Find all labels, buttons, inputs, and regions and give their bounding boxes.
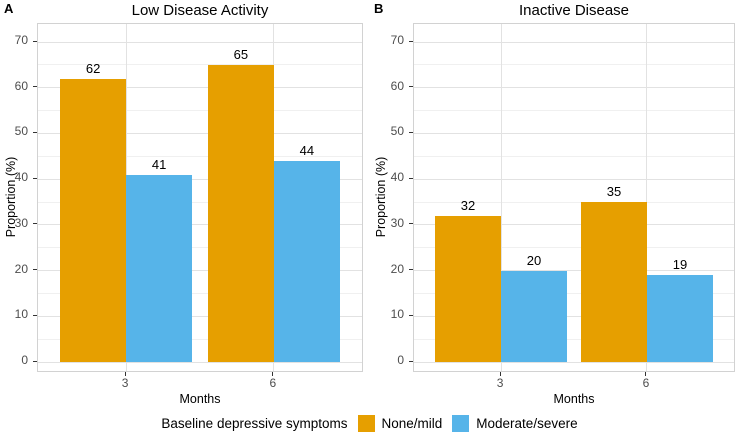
y-tick-mark (33, 360, 37, 362)
bar-none-mild (580, 202, 647, 362)
panel-b-x-axis-title: Months (553, 392, 595, 406)
panel-a-x-axis-title: Months (179, 392, 221, 406)
legend-label-none-mild: None/mild (381, 415, 443, 431)
y-tick-mark (33, 223, 37, 225)
panel-b-title: Inactive Disease (518, 2, 630, 19)
x-tick-label: 6 (269, 376, 277, 390)
y-tick-label: 30 (14, 215, 28, 230)
y-tick-label: 60 (390, 78, 404, 93)
y-tick-mark (33, 314, 37, 316)
gridline-major (414, 132, 734, 134)
panel-b-plot-area: 32 20 35 19 (413, 23, 735, 372)
y-tick-mark (409, 40, 413, 42)
y-tick-label: 70 (390, 33, 404, 47)
bar-none-mild (435, 215, 502, 362)
y-tick-mark (409, 314, 413, 316)
y-tick-mark (409, 223, 413, 225)
x-tick-label: 6 (642, 376, 650, 390)
bar-value-label: 32 (460, 197, 476, 213)
gridline-major (414, 41, 734, 43)
bar-value-label: 65 (233, 46, 249, 62)
gridline-major (414, 178, 734, 180)
y-tick-label: 50 (390, 124, 404, 139)
bar-moderate-severe (273, 160, 340, 362)
y-tick-label: 50 (14, 124, 28, 139)
y-tick-label: 10 (390, 307, 404, 322)
panel-a: A Low Disease Activity Proportion (%) 62… (0, 0, 370, 410)
y-tick-label: 40 (14, 170, 28, 185)
panel-a-plot-area: 62 41 65 44 (37, 23, 363, 372)
gridline-major (414, 87, 734, 89)
x-tick-mark (124, 372, 126, 376)
y-tick-mark (33, 131, 37, 133)
legend-swatch-moderate-severe (452, 414, 470, 432)
y-tick-label: 20 (390, 261, 404, 276)
y-tick-label: 10 (14, 307, 28, 322)
y-tick-label: 40 (390, 170, 404, 185)
x-tick-mark (272, 372, 274, 376)
legend-item-moderate-severe: Moderate/severe (452, 414, 578, 432)
y-tick-label: 70 (14, 33, 28, 47)
y-tick-mark (33, 86, 37, 88)
y-tick-mark (33, 40, 37, 42)
y-tick-label: 0 (21, 353, 28, 367)
x-tick-label: 3 (496, 376, 504, 390)
legend: Baseline depressive symptoms None/mild M… (0, 411, 739, 435)
bar-none-mild (60, 78, 127, 362)
gridline-minor (414, 110, 734, 112)
bar-value-label: 44 (299, 142, 315, 158)
bar-value-label: 20 (526, 252, 542, 268)
y-tick-mark (33, 269, 37, 271)
y-tick-mark (409, 360, 413, 362)
gridline-minor (414, 64, 734, 66)
legend-item-none-mild: None/mild (357, 414, 443, 432)
bar-value-label: 62 (85, 60, 101, 76)
panel-b-tag: B (374, 1, 384, 16)
bar-value-label: 41 (151, 156, 167, 172)
gridline-minor (414, 155, 734, 157)
y-tick-mark (409, 131, 413, 133)
panel-a-tag: A (4, 1, 14, 16)
bar-moderate-severe (646, 275, 713, 362)
x-tick-mark (645, 372, 647, 376)
panel-a-title: Low Disease Activity (131, 2, 269, 19)
bar-moderate-severe (126, 174, 193, 362)
y-tick-mark (409, 177, 413, 179)
y-tick-label: 60 (14, 78, 28, 93)
y-tick-mark (409, 269, 413, 271)
y-tick-mark (409, 86, 413, 88)
bar-none-mild (207, 64, 274, 362)
x-tick-label: 3 (121, 376, 129, 390)
y-tick-label: 0 (397, 353, 404, 367)
x-tick-mark (499, 372, 501, 376)
y-tick-mark (33, 177, 37, 179)
legend-label-moderate-severe: Moderate/severe (476, 415, 578, 431)
legend-title: Baseline depressive symptoms (161, 415, 348, 431)
y-tick-label: 20 (14, 261, 28, 276)
bar-moderate-severe (501, 270, 568, 362)
bar-value-label: 35 (606, 184, 622, 199)
gridline-major (38, 41, 362, 43)
legend-swatch-none-mild (357, 414, 375, 432)
panel-b: B Inactive Disease Proportion (%) 32 20 35… (370, 0, 739, 410)
y-tick-label: 30 (390, 215, 404, 230)
bar-value-label: 19 (672, 257, 688, 273)
